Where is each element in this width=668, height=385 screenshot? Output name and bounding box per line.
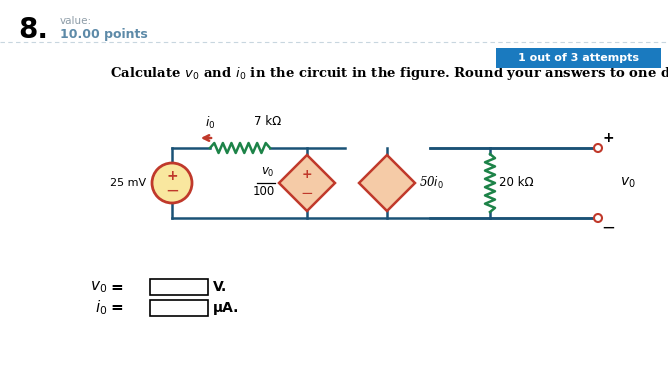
Text: value:: value: (60, 16, 92, 26)
Text: 20 kΩ: 20 kΩ (499, 176, 534, 189)
Text: $v_0$: $v_0$ (90, 279, 107, 295)
Text: =: = (110, 301, 123, 315)
Text: $v_0$: $v_0$ (261, 166, 275, 179)
Text: $i_0$: $i_0$ (95, 299, 107, 317)
Circle shape (594, 144, 602, 152)
Text: 50$i_0$: 50$i_0$ (419, 175, 444, 191)
FancyBboxPatch shape (150, 300, 208, 316)
Text: −: − (301, 186, 313, 201)
FancyBboxPatch shape (150, 279, 208, 295)
FancyBboxPatch shape (496, 48, 661, 68)
Text: 10.00 points: 10.00 points (60, 28, 148, 41)
Text: −: − (165, 182, 179, 200)
Text: $i_0$: $i_0$ (205, 115, 215, 131)
Circle shape (594, 214, 602, 222)
Text: 1 out of 3 attempts: 1 out of 3 attempts (518, 53, 639, 63)
Polygon shape (359, 155, 415, 211)
Text: $v_0$: $v_0$ (620, 176, 636, 190)
Text: 7 kΩ: 7 kΩ (254, 115, 281, 128)
Text: +: + (602, 131, 614, 145)
Text: 100: 100 (253, 185, 275, 198)
Text: 25 mV: 25 mV (110, 178, 146, 188)
Text: V.: V. (213, 280, 227, 294)
Text: 8.: 8. (18, 16, 48, 44)
Polygon shape (279, 155, 335, 211)
Text: Calculate $v_0$ and $i_0$ in the circuit in the figure. Round your answers to on: Calculate $v_0$ and $i_0$ in the circuit… (110, 65, 668, 82)
Text: =: = (110, 280, 123, 295)
Text: +: + (302, 167, 313, 181)
Text: μA.: μA. (213, 301, 239, 315)
Text: +: + (166, 169, 178, 183)
Text: −: − (601, 219, 615, 237)
Circle shape (152, 163, 192, 203)
